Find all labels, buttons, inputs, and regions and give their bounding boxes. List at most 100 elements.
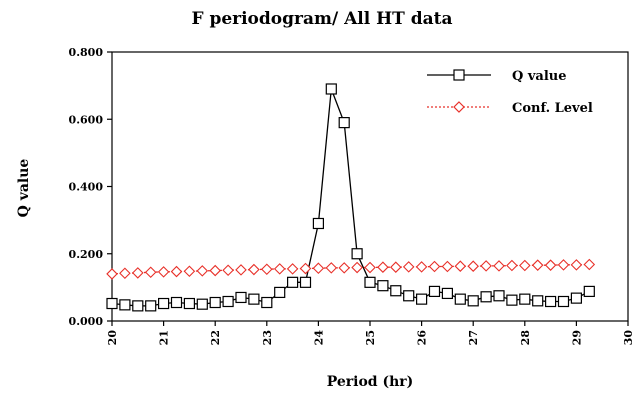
data-point (170, 296, 183, 309)
data-point (441, 260, 454, 273)
data-point (364, 276, 376, 288)
data-point (441, 287, 453, 300)
data-point (377, 280, 389, 292)
data-point (106, 297, 118, 310)
x-tick-label: 27 (467, 330, 480, 345)
data-point (261, 296, 273, 309)
data-point (235, 264, 247, 276)
x-tick-label: 21 (158, 330, 171, 345)
data-point (222, 264, 234, 277)
data-point (493, 260, 505, 272)
data-point (390, 261, 402, 273)
data-point (506, 294, 518, 306)
legend-entry-conf-level: Conf. Level (427, 101, 593, 116)
data-point (338, 117, 350, 129)
y-axis-label: Q value (16, 159, 32, 218)
data-point (390, 285, 402, 297)
series-layer (106, 83, 596, 312)
data-point (531, 259, 544, 271)
series-line-q-value (111, 88, 590, 307)
data-point (506, 259, 518, 272)
data-point (170, 265, 183, 278)
data-point (273, 263, 286, 275)
data-point (403, 290, 415, 302)
data-point (480, 291, 492, 303)
data-point (351, 248, 363, 260)
x-tick-label: 28 (519, 330, 532, 346)
x-tick-label: 24 (312, 330, 325, 346)
y-tick-label: 0.400 (69, 181, 104, 194)
data-point (544, 295, 557, 308)
x-tick-label: 20 (106, 330, 119, 346)
y-tick-label: 0.200 (69, 248, 104, 261)
data-point (338, 262, 350, 274)
data-point (158, 297, 170, 310)
data-point (428, 260, 441, 273)
legend-entry-q-value: Q value (427, 69, 567, 84)
y-tick-label: 0.000 (69, 315, 104, 328)
data-point (454, 293, 466, 305)
data-point (583, 285, 595, 298)
data-point (570, 259, 583, 271)
x-axis: 20 21 22 23 24 25 26 27 28 29 30 (106, 321, 635, 345)
data-point (274, 286, 286, 299)
x-tick-label: 26 (416, 330, 429, 346)
data-point (132, 267, 144, 279)
legend-marker-diamond (453, 101, 465, 113)
data-point (377, 261, 389, 273)
data-point (196, 298, 208, 310)
x-tick-label: 30 (622, 330, 635, 346)
data-point (480, 260, 492, 272)
data-point (467, 295, 479, 307)
data-point (364, 261, 376, 274)
data-point (519, 259, 531, 272)
legend-label-q-value: Q value (512, 69, 567, 84)
data-point (286, 263, 299, 275)
data-point (299, 262, 312, 275)
data-point (183, 297, 195, 310)
data-point (544, 259, 557, 271)
data-point (325, 262, 338, 274)
x-tick-label: 29 (570, 330, 583, 345)
x-tick-label: 25 (364, 330, 377, 345)
y-axis: 0.000 0.200 0.400 0.600 0.800 (69, 46, 112, 328)
data-point (261, 263, 273, 275)
data-point (132, 300, 144, 312)
data-point (519, 293, 531, 305)
data-point (415, 261, 428, 273)
data-point (248, 293, 260, 305)
data-point (287, 276, 299, 288)
data-point (351, 261, 363, 274)
data-point (467, 260, 479, 272)
y-tick-label: 0.800 (69, 46, 104, 59)
data-point (557, 295, 570, 308)
data-point (312, 217, 324, 230)
data-point (532, 295, 544, 307)
data-point (145, 300, 157, 312)
data-point (248, 263, 260, 276)
legend-marker-square (453, 69, 465, 81)
series-q-value (106, 83, 595, 312)
data-point (222, 295, 234, 308)
data-point (493, 290, 505, 302)
data-point (312, 262, 325, 274)
data-point (557, 259, 570, 271)
data-point (583, 258, 596, 271)
data-point (144, 266, 157, 279)
data-point (183, 265, 196, 278)
data-point (106, 268, 118, 280)
y-tick-label: 0.600 (69, 113, 104, 126)
data-point (209, 264, 221, 277)
data-point (119, 299, 131, 311)
series-conf-level (106, 258, 596, 280)
legend-label-conf-level: Conf. Level (512, 101, 593, 116)
x-tick-label: 23 (261, 330, 274, 345)
data-point (299, 276, 312, 288)
data-point (325, 83, 337, 95)
legend: Q value Conf. Level (427, 69, 593, 116)
data-point (209, 296, 221, 309)
data-point (454, 260, 467, 272)
data-point (157, 266, 170, 278)
data-point (428, 285, 441, 298)
